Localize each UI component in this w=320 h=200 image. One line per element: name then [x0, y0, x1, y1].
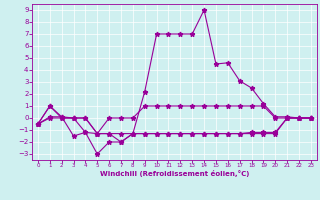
- X-axis label: Windchill (Refroidissement éolien,°C): Windchill (Refroidissement éolien,°C): [100, 170, 249, 177]
